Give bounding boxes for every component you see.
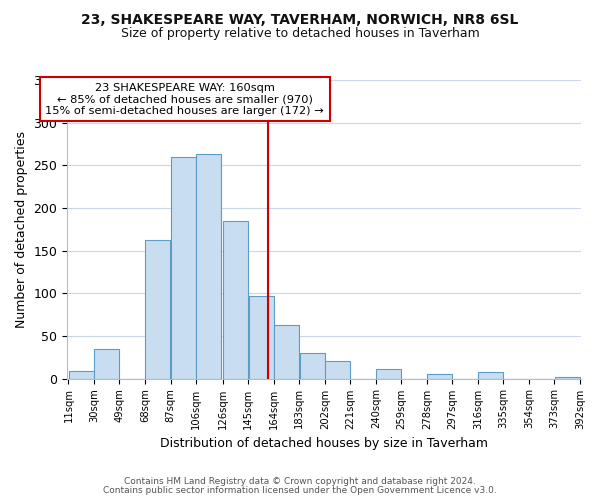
Text: Size of property relative to detached houses in Taverham: Size of property relative to detached ho… [121,28,479,40]
Bar [376,369,401,378]
Bar [145,240,170,378]
Bar [94,348,119,378]
Bar [68,371,94,378]
Bar [248,296,274,378]
X-axis label: Distribution of detached houses by size in Taverham: Distribution of detached houses by size … [160,437,488,450]
Y-axis label: Number of detached properties: Number of detached properties [15,131,28,328]
Text: Contains HM Land Registry data © Crown copyright and database right 2024.: Contains HM Land Registry data © Crown c… [124,477,476,486]
Bar [299,353,325,378]
Bar [325,360,350,378]
Bar [554,377,580,378]
Bar [171,157,196,378]
Text: 23, SHAKESPEARE WAY, TAVERHAM, NORWICH, NR8 6SL: 23, SHAKESPEARE WAY, TAVERHAM, NORWICH, … [82,12,518,26]
Bar [196,154,221,378]
Bar [223,221,248,378]
Text: 23 SHAKESPEARE WAY: 160sqm
← 85% of detached houses are smaller (970)
15% of sem: 23 SHAKESPEARE WAY: 160sqm ← 85% of deta… [45,82,324,116]
Bar [478,372,503,378]
Bar [274,325,299,378]
Text: Contains public sector information licensed under the Open Government Licence v3: Contains public sector information licen… [103,486,497,495]
Bar [427,374,452,378]
